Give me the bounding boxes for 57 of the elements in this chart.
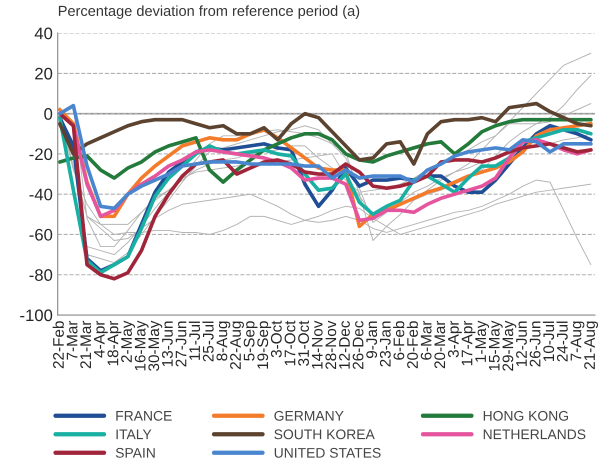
x-tick-label: 30-May: [148, 320, 162, 371]
x-tick-label: 12-Jun: [516, 322, 527, 366]
legend-label: UNITED STATES: [274, 448, 381, 458]
x-tick-label: 14-Nov: [312, 320, 323, 369]
x-tick-label: 7-Mar: [66, 320, 78, 360]
x-tick-label: 5-Sep: [244, 321, 258, 361]
y-tick-label: -20: [30, 148, 52, 160]
x-tick-label: 22-Feb: [52, 321, 64, 368]
legend-label: NETHERLANDS: [484, 429, 586, 440]
x-tick-label: 9-Jan: [366, 322, 378, 358]
x-tick-label: 26-Jun: [530, 322, 541, 367]
x-tick-label: 31-Oct: [298, 320, 309, 366]
x-tick-label: 21-Aug: [584, 322, 598, 370]
x-tick-label: 13-Jun: [162, 322, 173, 366]
x-tick-label: 16-May: [134, 320, 149, 370]
x-tick-label: 3-Oct: [270, 320, 282, 358]
x-tick-label: 3-Apr: [448, 320, 462, 358]
y-tick-label: -80: [30, 269, 52, 281]
x-tick-label: 21-Mar: [80, 320, 92, 368]
x-tick-label: 8-Aug: [216, 322, 230, 361]
x-tick-label: 6-Mar: [420, 320, 432, 360]
x-tick-label: 17-Oct: [284, 320, 296, 366]
chart-title: Percentage deviation from reference period (a): [58, 5, 360, 19]
x-tick-label: 20-Mar: [434, 320, 446, 368]
x-tick-label: 18-Apr: [108, 320, 122, 366]
x-tick-label: 22-Aug: [230, 322, 244, 370]
y-tick-label: -40: [30, 188, 52, 200]
x-tick-label: 4-Apr: [94, 320, 108, 358]
legend-label: HONG KONG: [484, 410, 568, 421]
y-tick-label: 40: [34, 28, 52, 40]
x-tick-label: 19-Sep: [257, 321, 272, 369]
x-tick-label: 28-Nov: [325, 320, 336, 370]
x-tick-label: 2-May: [121, 320, 135, 362]
x-tick-label: 23-Jan: [380, 322, 391, 367]
x-tick-label: 12-Dec: [339, 320, 350, 369]
legend-label: SOUTH KOREA: [274, 429, 375, 440]
x-tick-label: 6-Feb: [393, 321, 404, 360]
x-tick-label: 11-Jul: [188, 322, 200, 360]
y-tick-label: 0: [44, 108, 52, 120]
legend-label: ITALY: [116, 430, 152, 440]
x-tick-label: 15-May: [488, 320, 503, 370]
y-tick-label: -60: [30, 228, 52, 241]
x-tick-label: 17-Apr: [462, 320, 476, 366]
x-tick-label: 25-Jul: [202, 322, 214, 362]
x-tick-label: 29-May: [502, 320, 516, 371]
x-tick-label: 24-Jul: [556, 322, 568, 362]
x-tick-label: 26-Dec: [352, 320, 364, 370]
x-tick-label: 27-Jun: [176, 322, 186, 367]
x-tick-label: 1-May: [475, 320, 490, 362]
y-tick-label: -100: [20, 309, 52, 322]
y-tick-label: 20: [35, 68, 52, 80]
legend-label: SPAIN: [116, 448, 155, 458]
legend-label: GERMANY: [274, 410, 344, 421]
x-tick-label: 10-Jul: [542, 322, 554, 362]
x-tick-label: 20-Feb: [406, 321, 418, 368]
legend-label: FRANCE: [116, 410, 172, 421]
x-tick-label: 7-Aug: [570, 322, 584, 361]
